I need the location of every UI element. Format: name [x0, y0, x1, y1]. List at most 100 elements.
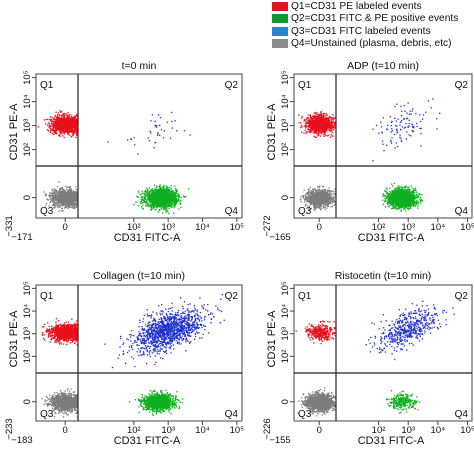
data-point: [73, 133, 74, 134]
data-point: [298, 114, 299, 115]
data-point: [51, 123, 52, 124]
data-point: [38, 126, 39, 127]
data-point: [55, 112, 56, 113]
data-point: [174, 120, 175, 121]
data-point: [167, 190, 168, 191]
data-point: [167, 211, 168, 212]
data-point: [56, 117, 57, 118]
data-point: [53, 119, 54, 120]
data-point: [168, 204, 169, 205]
data-point: [148, 193, 149, 194]
data-point: [76, 204, 77, 205]
data-point: [180, 207, 181, 208]
data-point: [46, 203, 47, 204]
data-point: [54, 188, 55, 189]
data-point: [55, 195, 56, 196]
data-point: [69, 187, 70, 188]
data-point: [175, 204, 176, 205]
data-point: [157, 199, 158, 200]
data-point: [71, 116, 72, 117]
data-point: [163, 186, 164, 187]
x-axis-title: CD31 FITC-A: [114, 232, 181, 244]
data-point: [130, 138, 131, 139]
data-point: [150, 199, 151, 200]
data-point: [61, 123, 62, 124]
data-point: [72, 203, 73, 204]
data-point: [59, 115, 60, 116]
data-point: [61, 125, 62, 126]
data-point: [135, 202, 136, 203]
data-point: [61, 199, 62, 200]
data-point: [162, 200, 163, 201]
data-point: [180, 197, 181, 198]
data-point: [173, 196, 174, 197]
data-point: [73, 191, 74, 192]
data-point: [333, 117, 334, 118]
data-point: [170, 195, 171, 196]
data-point: [72, 200, 73, 201]
data-point: [63, 125, 64, 126]
data-point: [57, 130, 58, 131]
data-point: [51, 198, 52, 199]
data-point: [45, 123, 46, 124]
data-point: [50, 126, 51, 127]
data-point: [65, 186, 66, 187]
data-point: [55, 115, 56, 116]
data-point: [60, 191, 61, 192]
data-point: [59, 188, 60, 189]
data-point: [303, 132, 304, 133]
y-tick-label: 10⁵: [22, 70, 33, 85]
data-point: [57, 197, 58, 198]
data-point: [141, 203, 142, 204]
data-point: [152, 191, 153, 192]
data-point: [73, 194, 74, 195]
data-point: [75, 123, 76, 124]
x-tick-label: 0: [63, 222, 68, 233]
data-point: [57, 202, 58, 203]
data-point: [127, 139, 128, 140]
data-point: [59, 129, 60, 130]
data-point: [159, 186, 160, 187]
data-point: [176, 198, 177, 199]
data-point: [71, 128, 72, 129]
y-tick-label: −331: [4, 215, 15, 236]
data-point: [108, 141, 109, 142]
data-point: [60, 124, 61, 125]
data-point: [52, 130, 53, 131]
data-point: [51, 117, 52, 118]
data-point: [70, 117, 71, 118]
data-point: [163, 207, 164, 208]
data-point: [325, 115, 326, 116]
data-point: [58, 192, 59, 193]
data-point: [147, 199, 148, 200]
data-point: [59, 120, 60, 121]
panel-title: t=0 min: [122, 60, 157, 72]
data-point: [52, 189, 53, 190]
data-point: [161, 208, 162, 209]
data-point: [61, 210, 62, 211]
data-point: [72, 120, 73, 121]
data-point: [171, 199, 172, 200]
data-point: [74, 203, 75, 204]
data-point: [67, 127, 68, 128]
data-point: [54, 197, 55, 198]
data-point: [51, 193, 52, 194]
data-point: [304, 119, 305, 120]
data-point: [69, 200, 70, 201]
data-point: [151, 189, 152, 190]
data-point: [171, 121, 172, 122]
data-point: [75, 117, 76, 118]
data-point: [66, 197, 67, 198]
data-point: [154, 185, 155, 186]
data-point: [59, 134, 60, 135]
data-point: [62, 120, 63, 121]
data-point: [166, 212, 167, 213]
data-point: [52, 193, 53, 194]
data-point: [58, 112, 59, 113]
data-point: [71, 189, 72, 190]
data-point: [62, 204, 63, 205]
data-point: [332, 114, 333, 115]
data-point: [160, 184, 161, 185]
